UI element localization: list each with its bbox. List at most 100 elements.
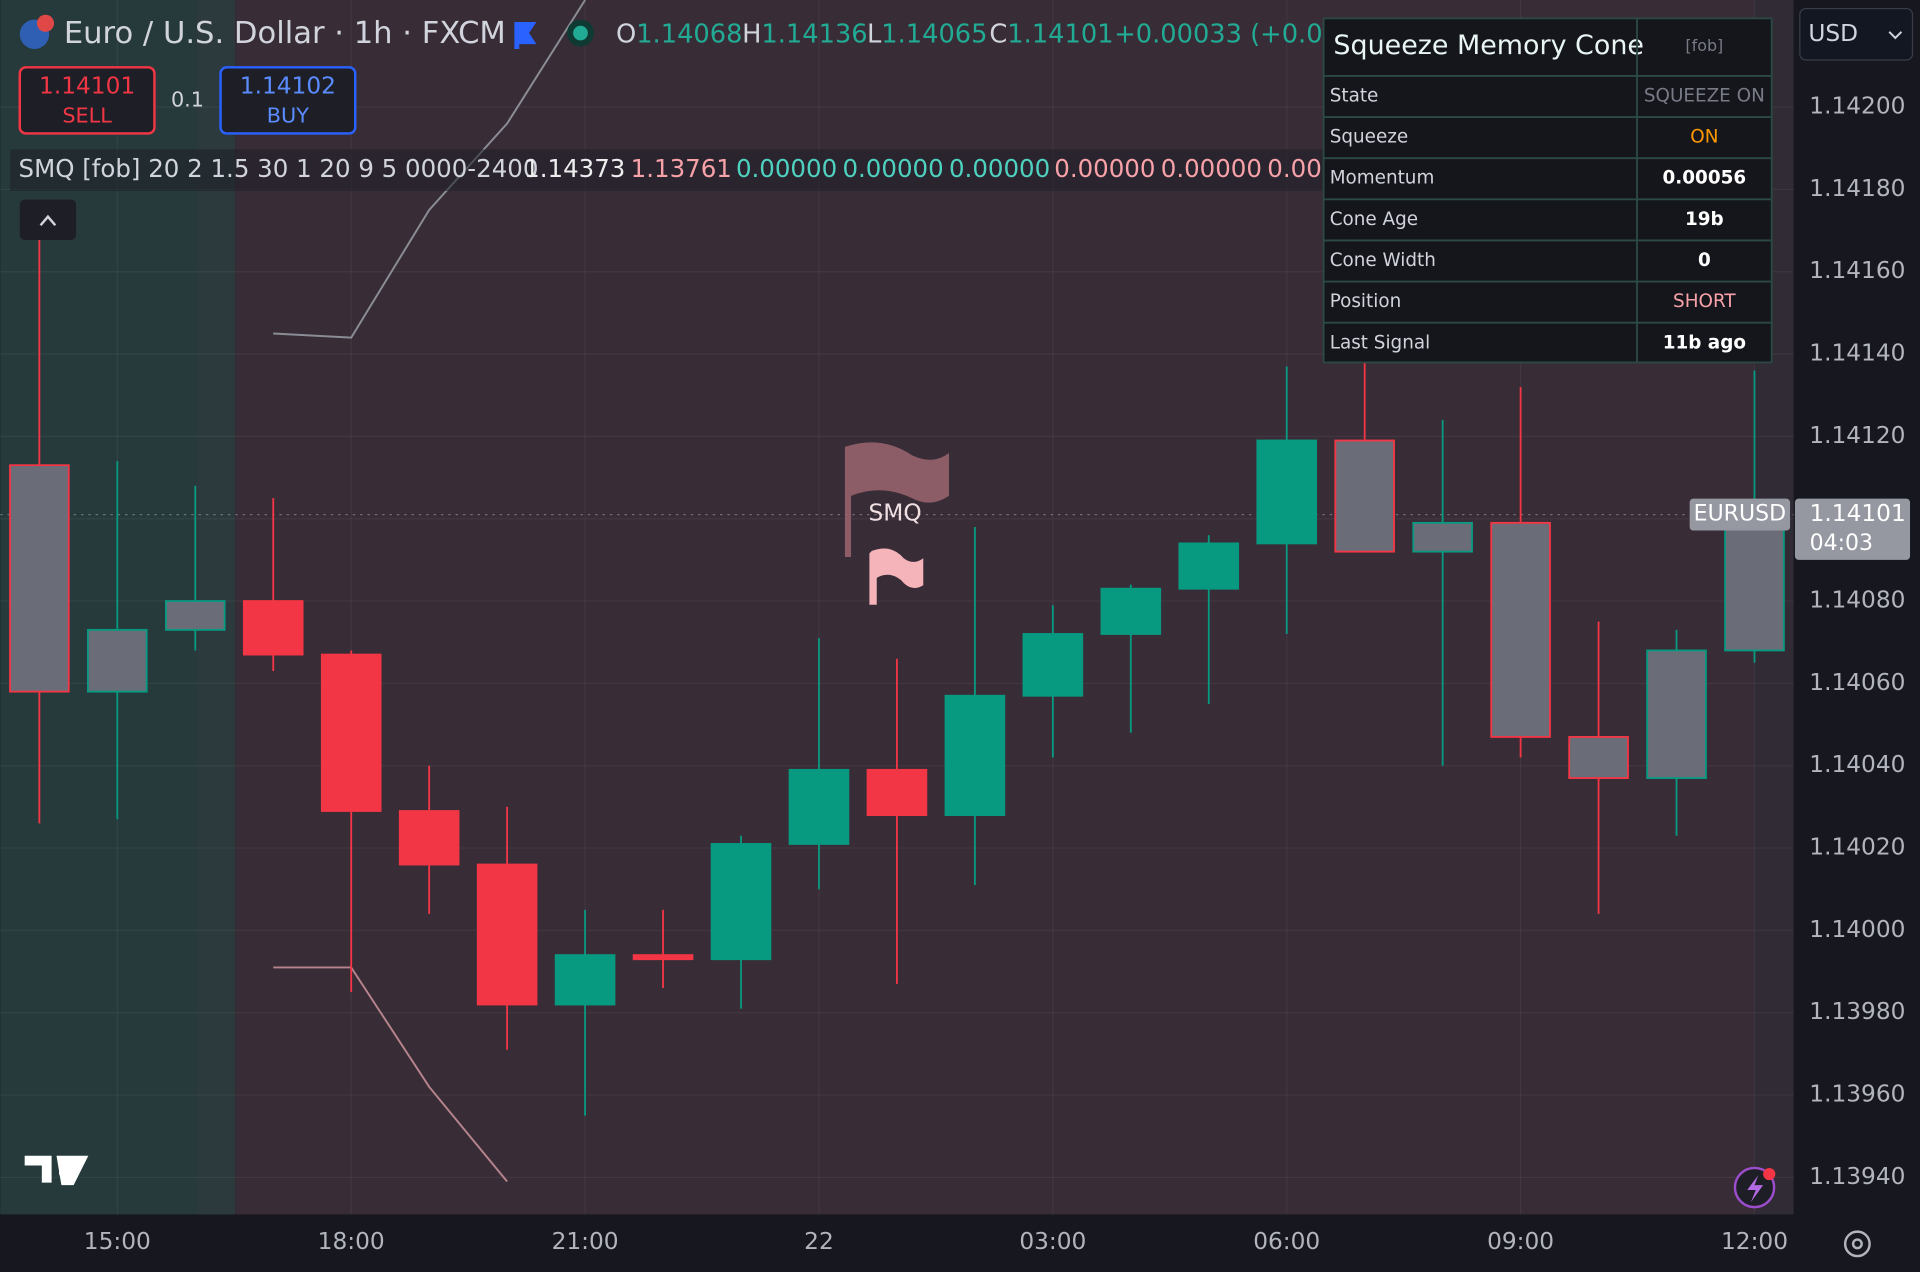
table-value: 11b ago <box>1663 332 1746 353</box>
candles <box>9 185 1785 1116</box>
ohlc-value: 1.14068 <box>636 19 742 49</box>
ohlc-key: O <box>616 19 636 49</box>
table-key: Squeeze <box>1330 127 1408 148</box>
notification-dot <box>1763 1167 1776 1181</box>
indicator-label: SMQ [fob] 20 2 1.5 30 1 20 9 5 0000-2400 <box>19 154 539 183</box>
candle-body <box>398 810 460 866</box>
flag-icon[interactable] <box>514 22 537 49</box>
candle-body <box>1256 439 1318 545</box>
candle <box>1568 621 1629 914</box>
logo <box>24 1155 89 1186</box>
currency-select[interactable]: USD <box>1799 7 1914 61</box>
candle <box>1334 185 1395 553</box>
bolt <box>1747 1175 1764 1203</box>
candle <box>242 498 304 672</box>
table-value: SHORT <box>1673 291 1736 312</box>
x-tick-label: 21:00 <box>552 1228 619 1255</box>
candle-body <box>1334 439 1395 553</box>
ohlc-key: H <box>742 19 761 49</box>
candle-body <box>554 954 616 1006</box>
candle-body <box>242 600 304 656</box>
sell-button[interactable]: 1.14101 SELL <box>18 66 156 135</box>
chevron <box>39 214 57 227</box>
info-table: Squeeze Memory Cone [fob] State SQUEEZE O… <box>1322 17 1773 364</box>
x-tick-label: 12:00 <box>1721 1228 1788 1255</box>
price-tag-value: 1.14101 <box>1810 500 1906 527</box>
table-value: ON <box>1690 127 1718 148</box>
candle <box>788 638 850 890</box>
candle-body <box>788 768 850 845</box>
table-key: Last Signal <box>1330 332 1430 353</box>
currency-box[interactable] <box>1799 7 1914 61</box>
candle-body <box>9 464 70 693</box>
candle <box>710 835 772 1009</box>
price-tag-countdown: 04:03 <box>1810 531 1873 556</box>
y-tick-label: 1.14040 <box>1809 751 1905 778</box>
y-tick-label: 1.14080 <box>1809 587 1905 614</box>
y-tick-label: 1.14020 <box>1809 834 1905 861</box>
logo-dot <box>58 1167 69 1178</box>
candle-body <box>1646 649 1707 779</box>
marker-label: SMQ <box>869 500 922 527</box>
collapse-button[interactable] <box>19 199 77 240</box>
candle-body <box>87 628 148 693</box>
ohlc-value: 1.14136 <box>761 19 867 49</box>
settings-button[interactable] <box>1843 1230 1871 1258</box>
candle-body <box>1490 521 1551 738</box>
table-value: 0 <box>1698 250 1711 271</box>
logo-mark <box>24 1155 89 1186</box>
price-axis <box>1793 0 1920 1272</box>
cone-upper <box>273 0 586 339</box>
x-tick-label: 06:00 <box>1253 1228 1320 1255</box>
candle <box>632 909 694 989</box>
ohlc-key: C <box>989 19 1007 49</box>
y-tick-label: 1.14180 <box>1809 175 1905 202</box>
y-tick-label: 1.14160 <box>1809 257 1905 284</box>
quantity: 0.1 <box>171 87 204 111</box>
candle <box>1022 605 1084 758</box>
candle-body <box>710 843 772 961</box>
buy-button[interactable]: 1.14102 BUY <box>219 66 357 135</box>
candle <box>9 226 70 824</box>
indicator-legend: SMQ [fob] 20 2 1.5 30 1 20 9 5 0000-2400… <box>9 149 1368 191</box>
flag-shadow <box>844 442 949 558</box>
sell-box[interactable] <box>18 66 156 135</box>
candle <box>476 806 538 1050</box>
candle-body <box>1178 542 1240 590</box>
ohlc: O1.14068 H1.14136 L1.14065 C1.14101 +0.0… <box>616 19 1373 49</box>
indicator-value: 0.00000 <box>736 154 837 183</box>
table-key: Cone Age <box>1330 209 1418 230</box>
gear-hub <box>1851 1238 1863 1250</box>
candle <box>164 485 226 651</box>
flag <box>869 548 924 605</box>
header: Euro / U.S. Dollar · 1h · FXCM O1.14068 … <box>19 14 1373 51</box>
candle <box>1178 535 1240 704</box>
candle-body <box>1568 735 1629 779</box>
table-title: Squeeze Memory Cone <box>1333 30 1644 61</box>
table-tag: [fob] <box>1685 36 1723 55</box>
candle <box>1412 419 1473 766</box>
ohlc-value: 1.14065 <box>881 19 987 49</box>
candle-body <box>320 653 382 812</box>
collapse-box[interactable] <box>19 199 77 240</box>
candle-body <box>1724 513 1785 652</box>
table-value: 19b <box>1685 209 1724 230</box>
x-tick-label: 22 <box>804 1228 834 1255</box>
indicator-value: 1.13761 <box>631 154 732 183</box>
table-value: SQUEEZE ON <box>1644 85 1765 106</box>
bolt-button[interactable] <box>1733 1166 1776 1209</box>
y-tick-label: 1.14140 <box>1809 340 1905 367</box>
indicator-value: 0.00000 <box>842 154 943 183</box>
candle <box>398 765 460 914</box>
buy-price: 1.14102 <box>240 72 336 99</box>
y-tick-label: 1.13980 <box>1809 998 1905 1025</box>
ohlc-value: 1.14101 <box>1007 19 1113 49</box>
candle <box>1646 629 1707 836</box>
candle <box>1256 366 1318 634</box>
buy-box[interactable] <box>219 66 357 135</box>
indicator-value: 0.00000 <box>1161 154 1262 183</box>
price-tag <box>1794 498 1911 560</box>
gear[interactable] <box>1843 1230 1871 1258</box>
table-key: Cone Width <box>1330 250 1436 271</box>
